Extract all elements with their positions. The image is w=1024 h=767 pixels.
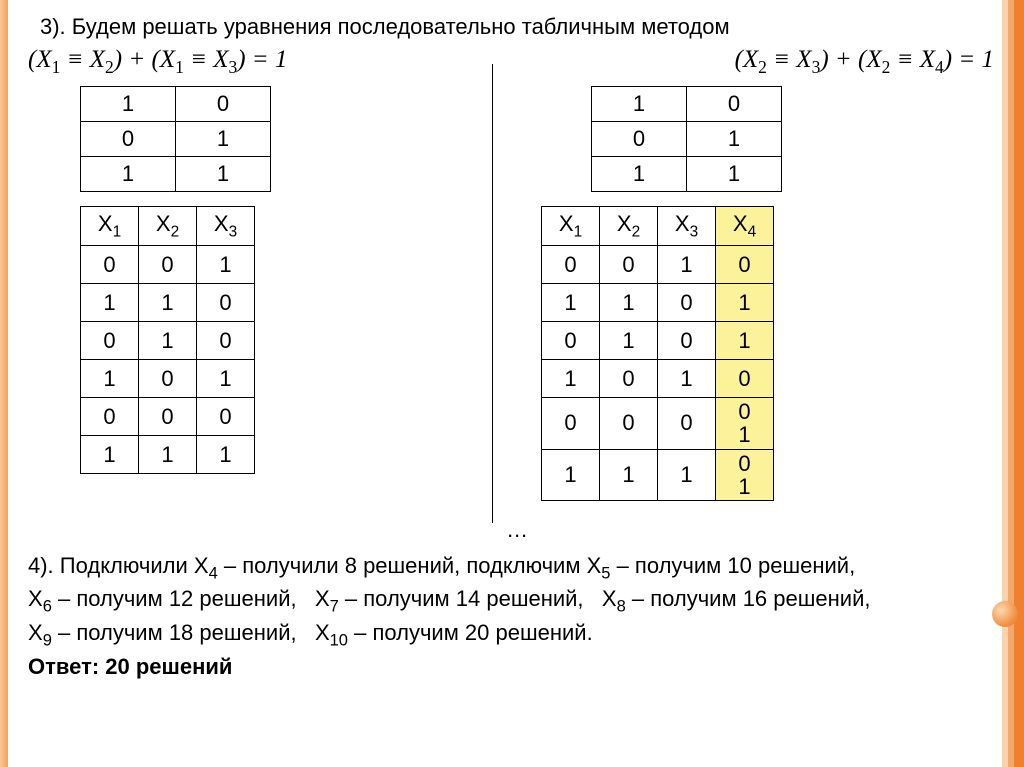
small-table-left: 100111 [80,86,271,192]
step4-text: 4). Подключили X4 – получили 8 решений, … [28,551,994,682]
panels: 100111 X1X2X3001110010101000111 100111 X… [28,86,994,515]
right-panel: 100111 X1X2X3X40010110101011010000011110… [511,86,994,515]
formula-right: (X2 ≡ X3) + (X2 ≡ X4) = 1 [735,46,994,78]
ellipsis: … [506,517,528,543]
big-table-right: X1X2X3X400101101010110100000111101 [541,206,774,501]
answer: Ответ: 20 решений [28,652,994,682]
left-stripe [0,0,8,767]
left-panel: 100111 X1X2X3001110010101000111 [28,86,511,515]
right-stripe [1002,0,1024,767]
small-table-right: 100111 [591,86,782,192]
slide-content: 3). Будем решать уравнения последователь… [28,14,994,681]
formula-row: (X1 ≡ X2) + (X1 ≡ X3) = 1 (X2 ≡ X3) + (X… [28,46,994,78]
big-table-left: X1X2X3001110010101000111 [80,206,255,474]
accent-dot [992,601,1018,627]
para-1: 4). Подключили X4 – получили 8 решений, … [28,551,994,585]
step3-title: 3). Будем решать уравнения последователь… [40,14,994,40]
formula-left: (X1 ≡ X2) + (X1 ≡ X3) = 1 [28,46,287,78]
divider-line [492,64,493,523]
para-3: X9 – получим 18 решений, X10 – получим 2… [28,618,994,652]
para-2: X6 – получим 12 решений, X7 – получим 14… [28,584,994,618]
